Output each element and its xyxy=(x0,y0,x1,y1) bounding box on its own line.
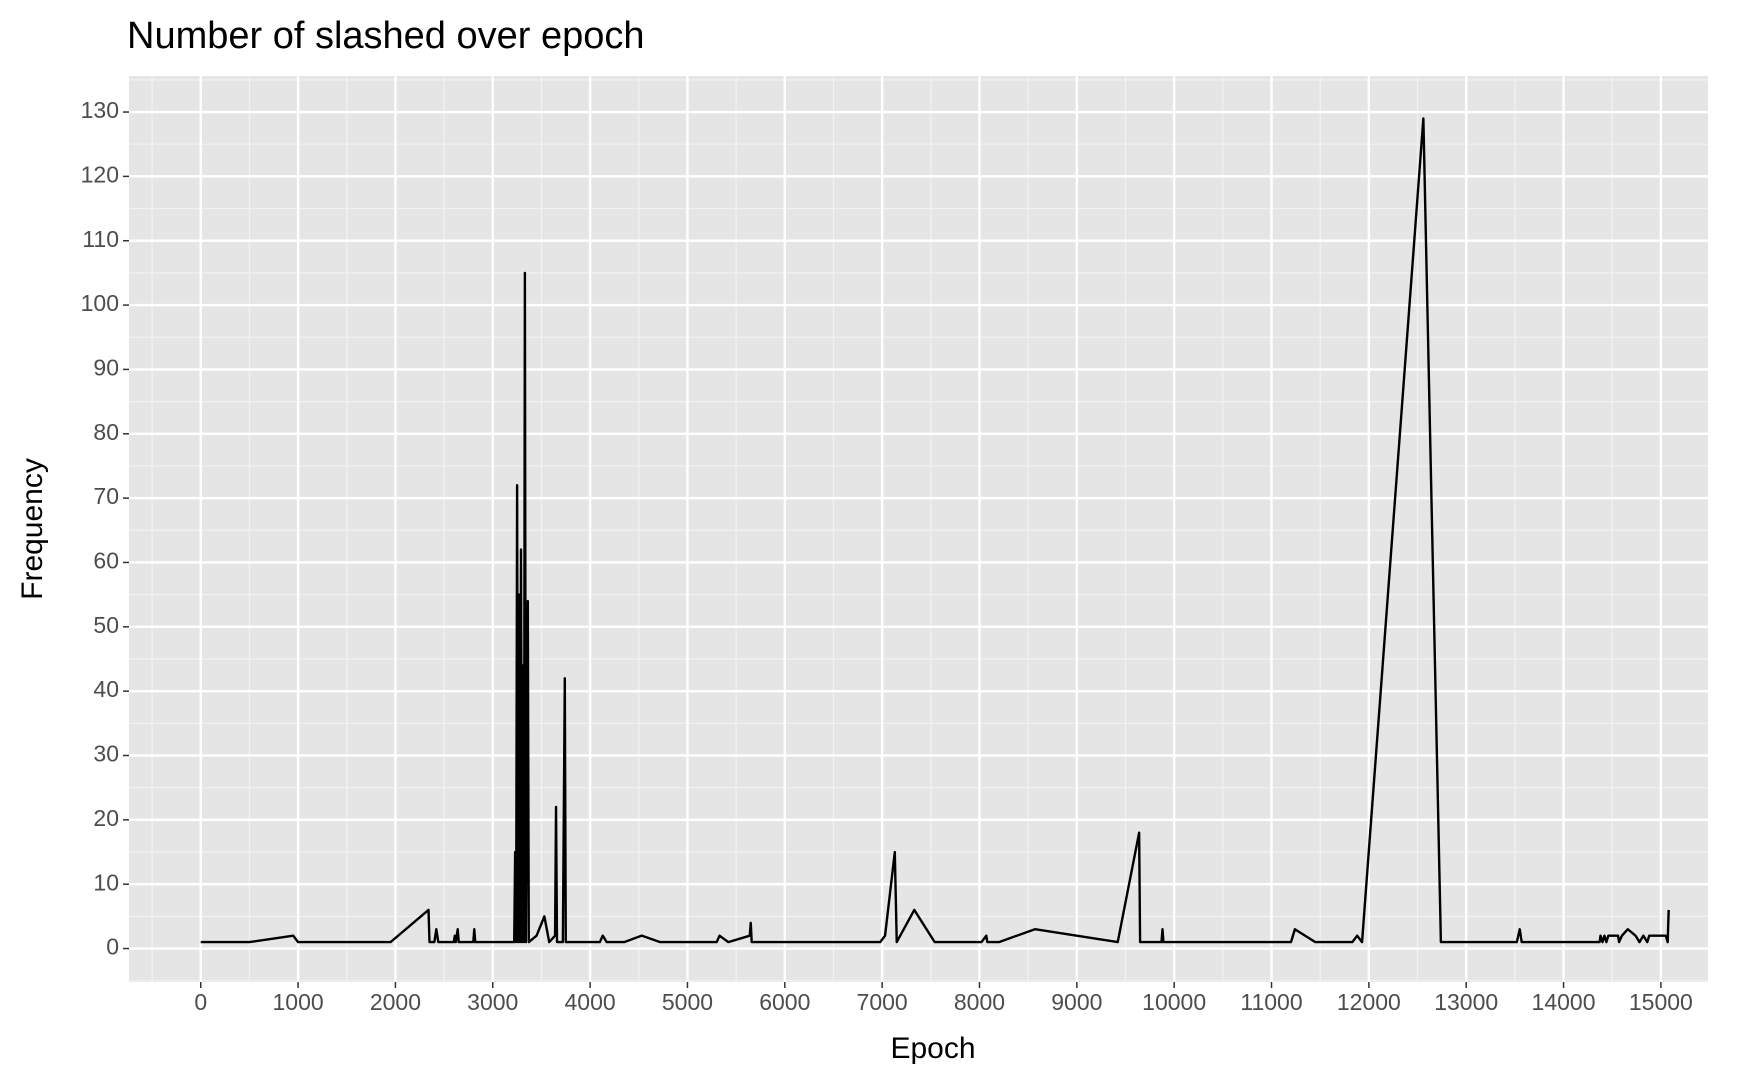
x-tick-label: 15000 xyxy=(1629,989,1693,1015)
y-axis-title: Frequency xyxy=(16,458,49,600)
x-tick-label: 10000 xyxy=(1142,989,1206,1015)
x-tick-label: 1000 xyxy=(272,989,323,1015)
x-tick-label: 2000 xyxy=(370,989,421,1015)
y-tick-label: 10 xyxy=(93,869,119,895)
x-tick-label: 13000 xyxy=(1434,989,1498,1015)
y-tick-label: 40 xyxy=(93,676,119,702)
x-tick-label: 6000 xyxy=(759,989,810,1015)
y-tick-label: 50 xyxy=(93,612,119,638)
x-tick-label: 7000 xyxy=(857,989,908,1015)
panel xyxy=(129,76,1708,982)
x-tick-label: 14000 xyxy=(1532,989,1596,1015)
y-tick-label: 0 xyxy=(106,934,119,960)
chart-title: Number of slashed over epoch xyxy=(127,15,645,57)
y-tick-label: 30 xyxy=(93,741,119,767)
x-tick-label: 4000 xyxy=(565,989,616,1015)
x-tick-label: 9000 xyxy=(1051,989,1102,1015)
x-tick-label: 0 xyxy=(194,989,207,1015)
x-tick-label: 11000 xyxy=(1240,989,1302,1015)
y-tick-label: 100 xyxy=(81,290,119,316)
y-tick-label: 80 xyxy=(93,419,119,445)
x-tick-label: 5000 xyxy=(662,989,713,1015)
y-tick-label: 60 xyxy=(93,548,119,574)
x-tick-label: 12000 xyxy=(1337,989,1401,1015)
data-line xyxy=(200,117,1670,944)
y-tick-label: 70 xyxy=(93,483,119,509)
x-axis-title: Epoch xyxy=(890,1032,975,1065)
x-tick-label: 8000 xyxy=(954,989,1005,1015)
y-tick-label: 90 xyxy=(93,354,119,380)
y-tick-label: 130 xyxy=(81,97,119,123)
y-tick-label: 120 xyxy=(81,161,119,187)
grid xyxy=(129,76,1708,982)
x-tick-label: 3000 xyxy=(467,989,518,1015)
y-tick-label: 20 xyxy=(93,805,119,831)
y-tick-label: 110 xyxy=(82,226,119,252)
